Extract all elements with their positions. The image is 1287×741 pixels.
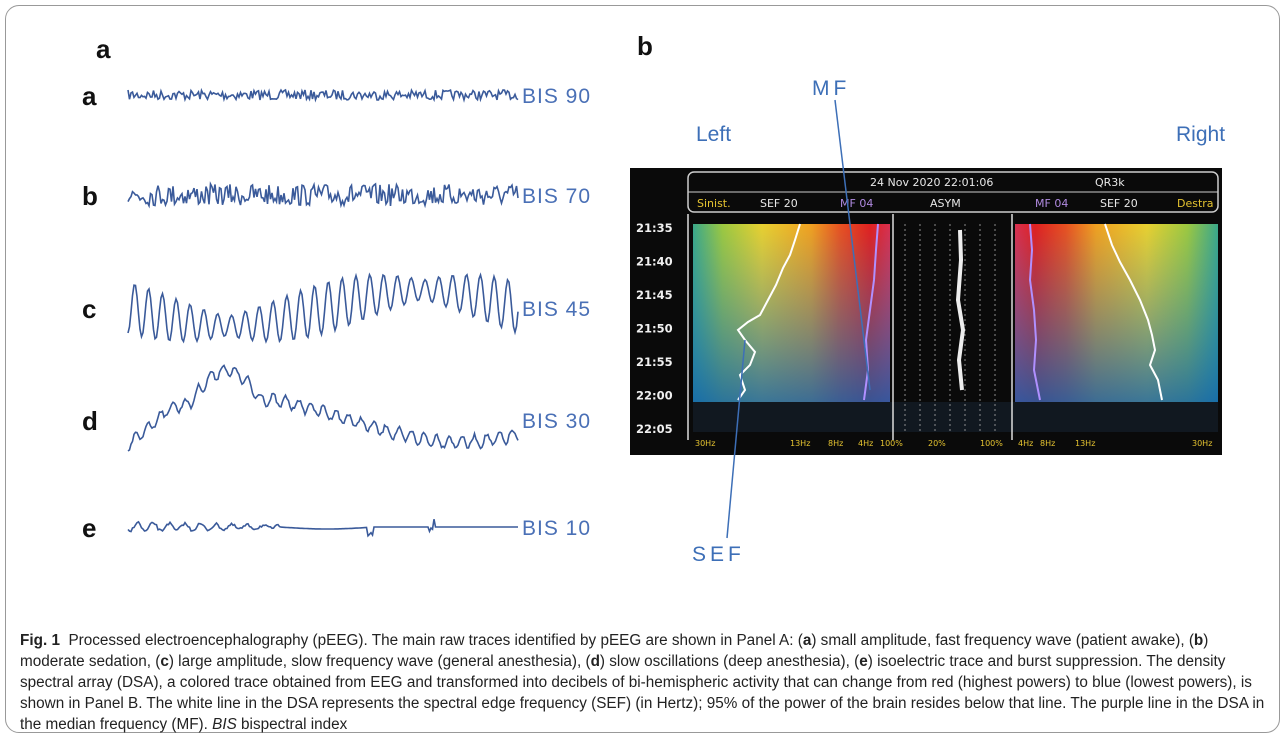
eeg-trace (127, 364, 519, 452)
trace-letter: e (82, 513, 96, 543)
caption-label: Fig. 1 (20, 632, 60, 649)
monitor-bottom (693, 402, 1218, 432)
freq-label: 30Hz (1192, 439, 1212, 448)
time-label: 21:40 (636, 255, 673, 269)
sef-pointer (726, 339, 746, 539)
time-label: 21:45 (636, 288, 673, 302)
figure-frame (5, 5, 1280, 733)
time-label: 21:35 (636, 221, 673, 235)
traces: a BIS 90 b BIS 70 c BIS 45 d BIS 30 e BIS 10 (82, 81, 591, 543)
bis-label: BIS 10 (522, 517, 591, 540)
trace-letter: d (82, 406, 98, 436)
freq-label: 13Hz (1075, 439, 1095, 448)
caption-text: c (160, 653, 169, 670)
caption-text: BIS (212, 716, 237, 733)
monitor-text: 24 Nov 2020 22:01:06 QR3k Sinist. SEF 20 MF … (636, 176, 1214, 448)
caption-text: ) slow oscillations (deep anesthesia), ( (599, 653, 860, 670)
mf-label: MF (812, 77, 850, 100)
right-label: Right (1176, 123, 1225, 146)
asym-trace (955, 229, 966, 391)
left-label: Left (696, 123, 731, 146)
eeg-trace (127, 181, 519, 209)
freq-label: 100% (980, 439, 1003, 448)
caption-text: b (1193, 632, 1204, 649)
bis-label: BIS 70 (522, 185, 591, 208)
caption: Fig. 1 Processed electroencephalography … (20, 630, 1270, 735)
monitor-header-text: ASYM (930, 197, 961, 210)
caption-text: e (859, 653, 868, 670)
freq-label: 4Hz (1018, 439, 1033, 448)
trace-letter: a (82, 81, 97, 111)
caption-text: ) small amplitude, fast frequency wave (… (811, 632, 1194, 649)
monitor-header-text: SEF 20 (1100, 197, 1138, 210)
freq-label: 30Hz (695, 439, 715, 448)
caption-text: a (802, 632, 812, 649)
bis-label: BIS 45 (522, 298, 591, 321)
sef-line-left (736, 223, 801, 401)
trace-letter: b (82, 181, 98, 211)
panel-label: a (96, 34, 111, 64)
caption-text: Processed electroencephalography (pEEG).… (68, 632, 803, 649)
spectrogram-right-shade (1015, 224, 1218, 402)
sef-line-right (1104, 223, 1163, 401)
panel-label: b (637, 31, 653, 61)
eeg-trace (127, 272, 519, 344)
mf-pointer (834, 99, 871, 391)
eeg-trace (127, 87, 519, 103)
freq-label: 13Hz (790, 439, 810, 448)
eeg-trace (127, 519, 518, 538)
bis-label: BIS 90 (522, 85, 591, 108)
caption-text: d (590, 653, 600, 670)
time-label: 21:50 (636, 322, 673, 336)
time-label: 21:55 (636, 355, 673, 369)
time-label: 22:00 (636, 389, 673, 403)
monitor-header-text: MF 04 (840, 197, 873, 210)
monitor-datetime: 24 Nov 2020 22:01:06 (870, 176, 993, 189)
mf-line-right (1028, 223, 1041, 401)
dsa-monitor: 24 Nov 2020 22:01:06 QR3k Sinist. SEF 20 MF … (630, 168, 1222, 455)
caption-text: ) moderate sedation, ( (20, 632, 1209, 670)
spectrogram-left-shade (693, 224, 890, 402)
freq-label: 4Hz (858, 439, 873, 448)
freq-label: 20% (928, 439, 946, 448)
caption-text: ) isoelectric trace and burst suppressio… (20, 653, 1265, 733)
monitor-header-text: Destra (1177, 197, 1214, 210)
trace-letter: c (82, 294, 96, 324)
bis-label: BIS 30 (522, 410, 591, 433)
caption-text: ) large amplitude, slow frequency wave (… (168, 653, 591, 670)
sef-label: SEF (692, 543, 745, 566)
time-label: 22:05 (636, 422, 673, 436)
freq-label: 100% (880, 439, 903, 448)
monitor-header-text: MF 04 (1035, 197, 1068, 210)
monitor-header-text: SEF 20 (760, 197, 798, 210)
freq-label: 8Hz (1040, 439, 1055, 448)
freq-label: 8Hz (828, 439, 843, 448)
monitor-mode: QR3k (1095, 176, 1125, 189)
caption-text: bispectral index (236, 716, 348, 733)
figure: a a BIS 90b BIS 70c BIS 45d BIS 30e BIS 10 b … (82, 31, 1225, 566)
monitor-header-text: Sinist. (697, 197, 731, 210)
